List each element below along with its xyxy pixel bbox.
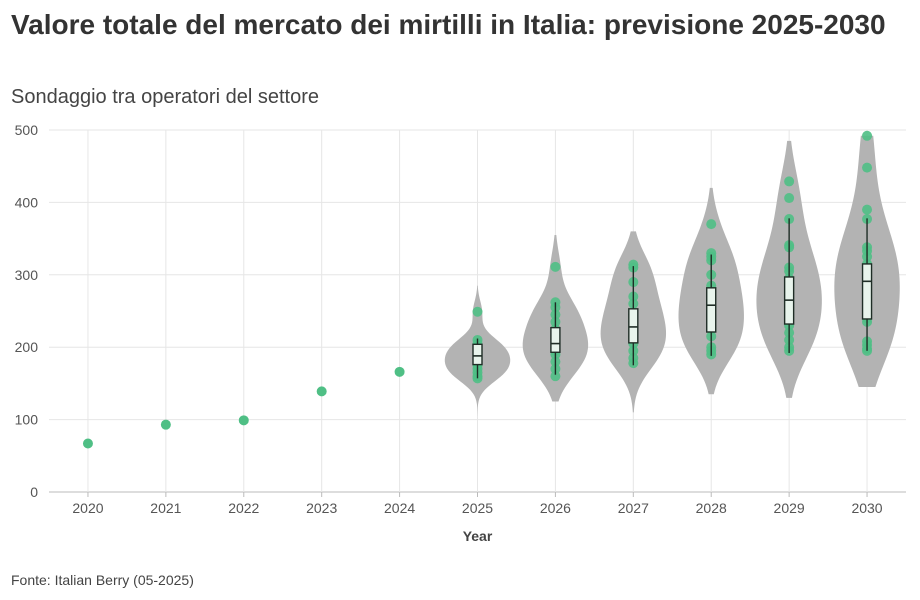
box-2027 [628,308,639,344]
y-tick-label: 0 [30,484,38,500]
axes: 0 100 200 300 400 500 2020 2021 2022 2023 2024 2025… [15,122,883,544]
source-note: Fonte: Italian Berry (05-2025) [11,572,194,588]
boxplots [472,218,873,379]
x-axis-label: Year [463,528,493,544]
data-point [862,130,873,141]
y-tick-label: 500 [15,122,39,138]
data-point [316,386,327,397]
data-point [706,219,717,230]
data-point [82,438,93,449]
y-tick-label: 100 [15,412,39,428]
data-point [472,306,483,317]
chart-title: Valore totale del mercato dei mirtilli i… [11,9,886,40]
data-point [394,366,405,377]
x-tick-label: 2023 [306,500,337,516]
box-2028 [706,287,717,333]
x-tick-label: 2022 [228,500,259,516]
data-point [784,193,795,204]
x-tick-label: 2026 [540,500,571,516]
box-2030 [861,263,873,320]
x-tick-label: 2025 [462,500,493,516]
data-point [862,162,873,173]
y-tick-label: 300 [15,267,39,283]
data-point [238,415,249,426]
x-tick-label: 2021 [150,500,181,516]
x-tick-label: 2027 [618,500,649,516]
x-tick-label: 2024 [384,500,415,516]
data-point [862,204,873,215]
x-tick-label: 2029 [774,500,805,516]
chart-subtitle: Sondaggio tra operatori del settore [11,86,319,108]
violins [444,135,900,416]
y-tick-label: 400 [15,194,39,210]
y-tick-label: 200 [15,339,39,355]
data-point [550,371,561,382]
box-2026 [550,326,561,353]
data-point [784,176,795,187]
box-2025 [472,343,483,366]
data-point [550,261,561,272]
x-tick-label: 2028 [696,500,727,516]
x-tick-label: 2020 [72,500,103,516]
x-tick-label: 2030 [851,500,882,516]
data-point [160,419,171,430]
